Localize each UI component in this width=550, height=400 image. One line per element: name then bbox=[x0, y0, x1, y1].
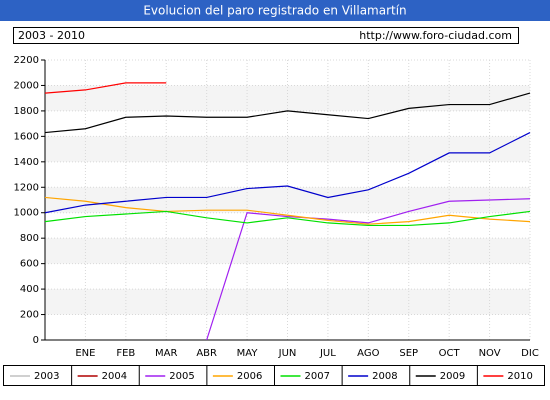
x-tick-label: MAY bbox=[237, 348, 259, 359]
y-tick-label: 1400 bbox=[14, 157, 39, 168]
x-tick-label: AGO bbox=[357, 348, 379, 359]
y-tick-label: 2200 bbox=[14, 55, 39, 66]
chart-title: Evolucion del paro registrado en Villama… bbox=[143, 4, 406, 18]
x-tick-label: OCT bbox=[439, 348, 461, 359]
grid-band bbox=[45, 136, 530, 162]
header-box bbox=[13, 27, 519, 44]
grid-band bbox=[45, 289, 530, 315]
x-tick-label: DIC bbox=[521, 348, 539, 359]
y-tick-label: 800 bbox=[20, 233, 39, 244]
grid-band bbox=[45, 238, 530, 264]
x-tick-label: JUN bbox=[278, 348, 297, 359]
series-line bbox=[44, 210, 531, 227]
series-line bbox=[44, 92, 531, 134]
y-tick-label: 2000 bbox=[14, 80, 39, 91]
series-line bbox=[44, 82, 167, 94]
x-tick-label: ENE bbox=[75, 348, 95, 359]
x-tick-label: SEP bbox=[399, 348, 418, 359]
grid-band bbox=[45, 187, 530, 213]
legend-label: 2003 bbox=[34, 371, 59, 382]
legend-label: 2009 bbox=[440, 371, 465, 382]
legend-label: 2008 bbox=[372, 371, 397, 382]
y-tick-label: 0 bbox=[33, 335, 39, 346]
source: http://www.foro-ciudad.com bbox=[359, 29, 512, 42]
legend-label: 2007 bbox=[305, 371, 330, 382]
y-tick-label: 200 bbox=[20, 310, 39, 321]
y-tick-label: 1600 bbox=[14, 131, 39, 142]
x-tick-label: ABR bbox=[196, 348, 217, 359]
x-tick-label: FEB bbox=[116, 348, 135, 359]
grid-band bbox=[45, 85, 530, 111]
y-tick-label: 600 bbox=[20, 259, 39, 270]
y-tick-label: 1000 bbox=[14, 208, 39, 219]
legend-label: 2005 bbox=[169, 371, 194, 382]
x-tick-label: JUL bbox=[319, 348, 336, 359]
x-tick-label: MAR bbox=[155, 348, 177, 359]
x-tick-label: NOV bbox=[479, 348, 501, 359]
y-tick-label: 1800 bbox=[14, 106, 39, 117]
legend-label: 2010 bbox=[507, 371, 532, 382]
legend-label: 2004 bbox=[102, 371, 127, 382]
series-line bbox=[44, 132, 531, 214]
y-tick-label: 1200 bbox=[14, 182, 39, 193]
series-line bbox=[44, 196, 531, 225]
subtitle: 2003 - 2010 bbox=[18, 29, 85, 42]
series-line bbox=[206, 198, 531, 341]
legend-label: 2006 bbox=[237, 371, 262, 382]
y-tick-label: 400 bbox=[20, 284, 39, 295]
title-bar bbox=[0, 0, 550, 21]
